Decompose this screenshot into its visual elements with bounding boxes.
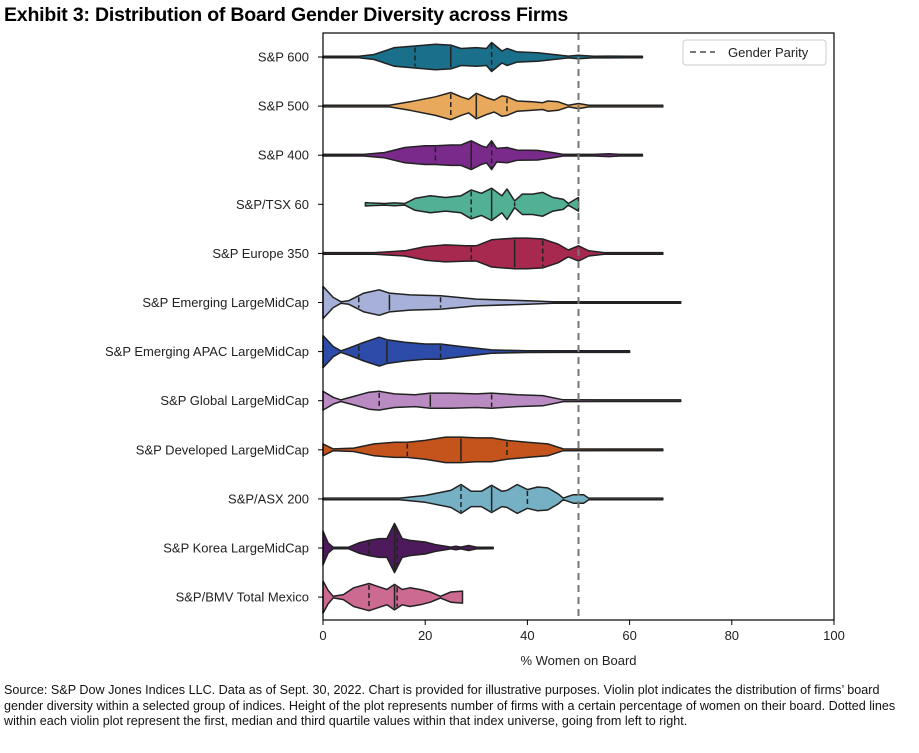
x-tick-label: 80 [725,628,739,643]
violin-body [322,483,664,515]
y-tick-label: S&P Europe 350 [212,246,309,261]
y-tick-label: S&P Korea LargeMidCap [163,541,309,556]
violin-group [322,522,494,574]
y-tick-label: S&P/ASX 200 [228,491,309,506]
plot-area-frame [322,32,835,621]
y-tick-label: S&P Developed LargeMidCap [136,442,309,457]
legend-box [682,39,827,66]
violin-body [322,436,664,464]
violin-group [322,436,664,464]
violin-body [322,522,494,574]
violin-group [322,140,644,171]
x-tick-label: 60 [622,628,636,643]
x-axis-label: % Women on Board [520,653,636,668]
violin-group [322,483,664,515]
violin-body [322,334,631,369]
y-axis: S&P 600 S&P 500 S&P 400 S&P/TSX 60 S&P Europ… [105,50,323,605]
violin-body [322,390,682,411]
violin-body [322,285,682,320]
legend-label-gender-parity: Gender Parity [728,45,809,60]
y-tick-label: S&P 600 [258,50,309,65]
y-tick-label: S&P/TSX 60 [236,197,309,212]
violin-body [364,187,580,222]
legend: Gender Parity [682,39,827,66]
violin-body [322,91,664,121]
violin-body [322,580,464,615]
x-tick-label: 40 [520,628,534,643]
source-caption: Source: S&P Dow Jones Indices LLC. Data … [4,683,896,729]
violin-body [322,41,644,73]
violin-group [322,41,644,73]
violin-group [322,334,631,369]
violin-group [364,187,580,222]
violin-group [322,91,664,121]
violin-chart: S&P 600 S&P 500 S&P 400 S&P/TSX 60 S&P Europ… [105,32,845,668]
violin-group [322,285,682,320]
violin-group [322,237,664,270]
violin-group [322,390,682,411]
y-tick-label: S&P Emerging LargeMidCap [142,295,309,310]
x-tick-label: 20 [418,628,432,643]
x-tick-label: 100 [823,628,845,643]
x-axis: 0 20 40 60 80 100 [319,620,845,643]
y-tick-label: S&P Emerging APAC LargeMidCap [105,344,309,359]
y-tick-label: S&P/BMV Total Mexico [176,590,309,605]
y-tick-label: S&P Global LargeMidCap [160,393,309,408]
x-tick-label: 0 [319,628,326,643]
violin-body [322,140,644,171]
violin-body [322,237,664,270]
violins-layer [322,41,682,615]
y-tick-label: S&P 500 [258,99,309,114]
chart-title: Exhibit 3: Distribution of Board Gender … [4,4,569,26]
violin-group [322,580,464,615]
y-tick-label: S&P 400 [258,148,309,163]
